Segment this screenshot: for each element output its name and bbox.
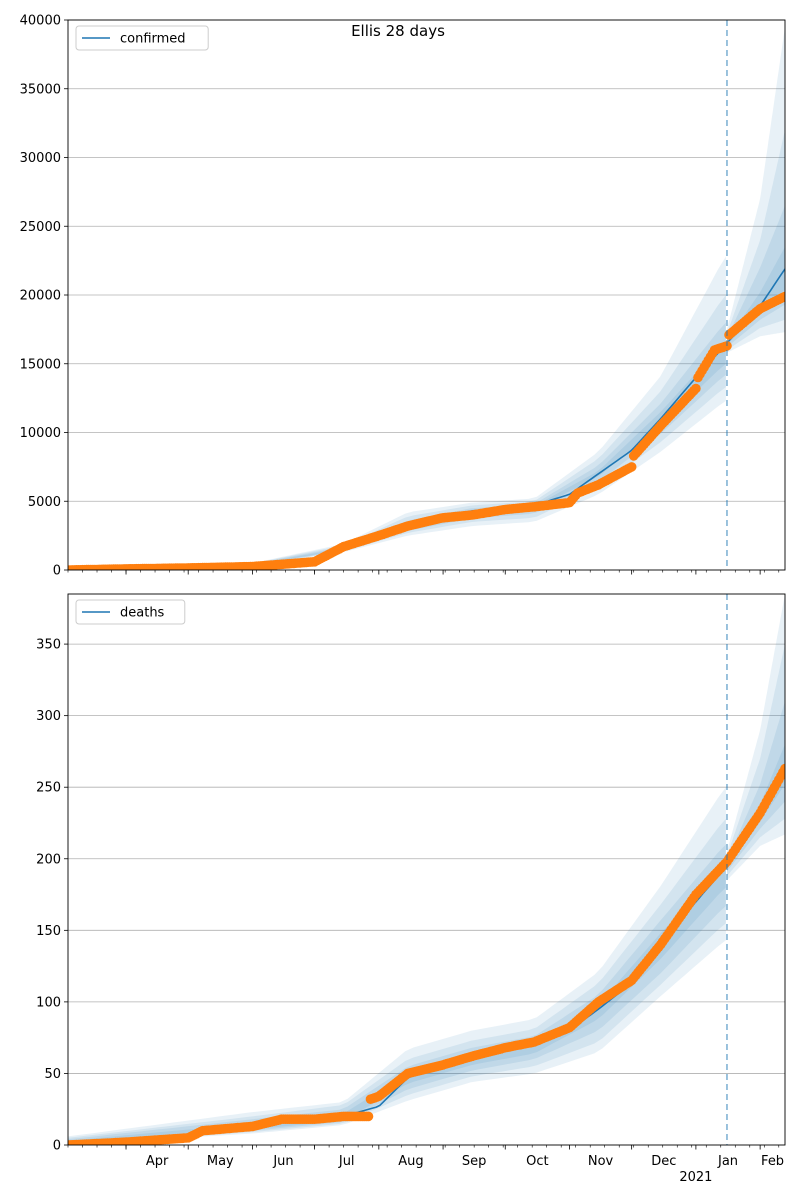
- legend-label: confirmed: [120, 32, 186, 47]
- y-tick-label: 300: [36, 709, 61, 724]
- observed-point: [691, 383, 701, 394]
- x-tick-label: Oct: [526, 1154, 548, 1169]
- axes-frame: [67, 19, 786, 571]
- observed-point: [780, 291, 785, 302]
- y-tick-label: 0: [53, 564, 61, 579]
- observed-series: [68, 291, 785, 570]
- observed-point: [780, 763, 785, 774]
- x-tick-label: May: [207, 1154, 234, 1169]
- legend-box: [75, 25, 209, 51]
- x-tick-label: Feb: [761, 1154, 784, 1169]
- uncertainty-band: [727, 205, 785, 348]
- y-tick-label: 50: [44, 1067, 61, 1082]
- confirmed-panel: 0 5000 10000 15000 20000 25000 30000 35000 40000…: [20, 14, 786, 579]
- deaths-panel: 0 50 100 150 200 250 300 350 Apr May Jun Jul Aug Sep O…: [36, 593, 786, 1185]
- plot-area: [68, 594, 785, 1145]
- x-tick-label: Nov: [588, 1154, 614, 1169]
- legend-box: [75, 599, 186, 625]
- y-tick-label: 15000: [20, 357, 61, 372]
- x-tick-label: Apr: [146, 1154, 169, 1169]
- y-tick-label: 20000: [20, 289, 61, 304]
- y-tick-label: 10000: [20, 426, 61, 441]
- y-tick-label: 0: [53, 1139, 61, 1154]
- x-tick-label: Dec: [651, 1154, 676, 1169]
- y-tick-label: 25000: [20, 220, 61, 235]
- legend: deaths: [75, 599, 186, 625]
- legend: confirmed: [75, 25, 209, 51]
- uncertainty-band: [68, 787, 726, 1145]
- uncertainty-band: [68, 256, 726, 570]
- y-tick-label: 100: [36, 995, 61, 1010]
- observed-point: [626, 462, 637, 472]
- axes-frame: [67, 593, 786, 1146]
- uncertainty-band: [727, 594, 785, 881]
- observed-series: [68, 763, 785, 1145]
- y-tick-label: 30000: [20, 151, 61, 166]
- x-tick-label: Jun: [272, 1154, 293, 1169]
- x-tick-label: Jan: [717, 1154, 738, 1169]
- uncertainty-band: [727, 130, 785, 350]
- x-tick-label: 2021: [679, 1170, 712, 1185]
- observed-point: [363, 1111, 374, 1122]
- legend-label: deaths: [120, 606, 165, 621]
- figure-title: Ellis 28 days: [351, 22, 445, 40]
- y-tick-label: 35000: [20, 82, 61, 97]
- y-tick-label: 40000: [20, 14, 61, 29]
- uncertainty-band: [727, 26, 785, 353]
- plot-area: [68, 26, 785, 570]
- x-tick-label: Sep: [462, 1154, 487, 1169]
- uncertainty-band: [727, 644, 785, 876]
- y-tick-label: 200: [36, 852, 61, 867]
- uncertainty-band: [727, 701, 785, 872]
- y-tick-label: 150: [36, 924, 61, 939]
- x-tick-label: Jul: [338, 1154, 355, 1169]
- y-tick-label: 5000: [28, 495, 61, 510]
- x-tick-label: Aug: [398, 1154, 423, 1169]
- y-tick-label: 350: [36, 638, 61, 653]
- y-tick-label: 250: [36, 781, 61, 796]
